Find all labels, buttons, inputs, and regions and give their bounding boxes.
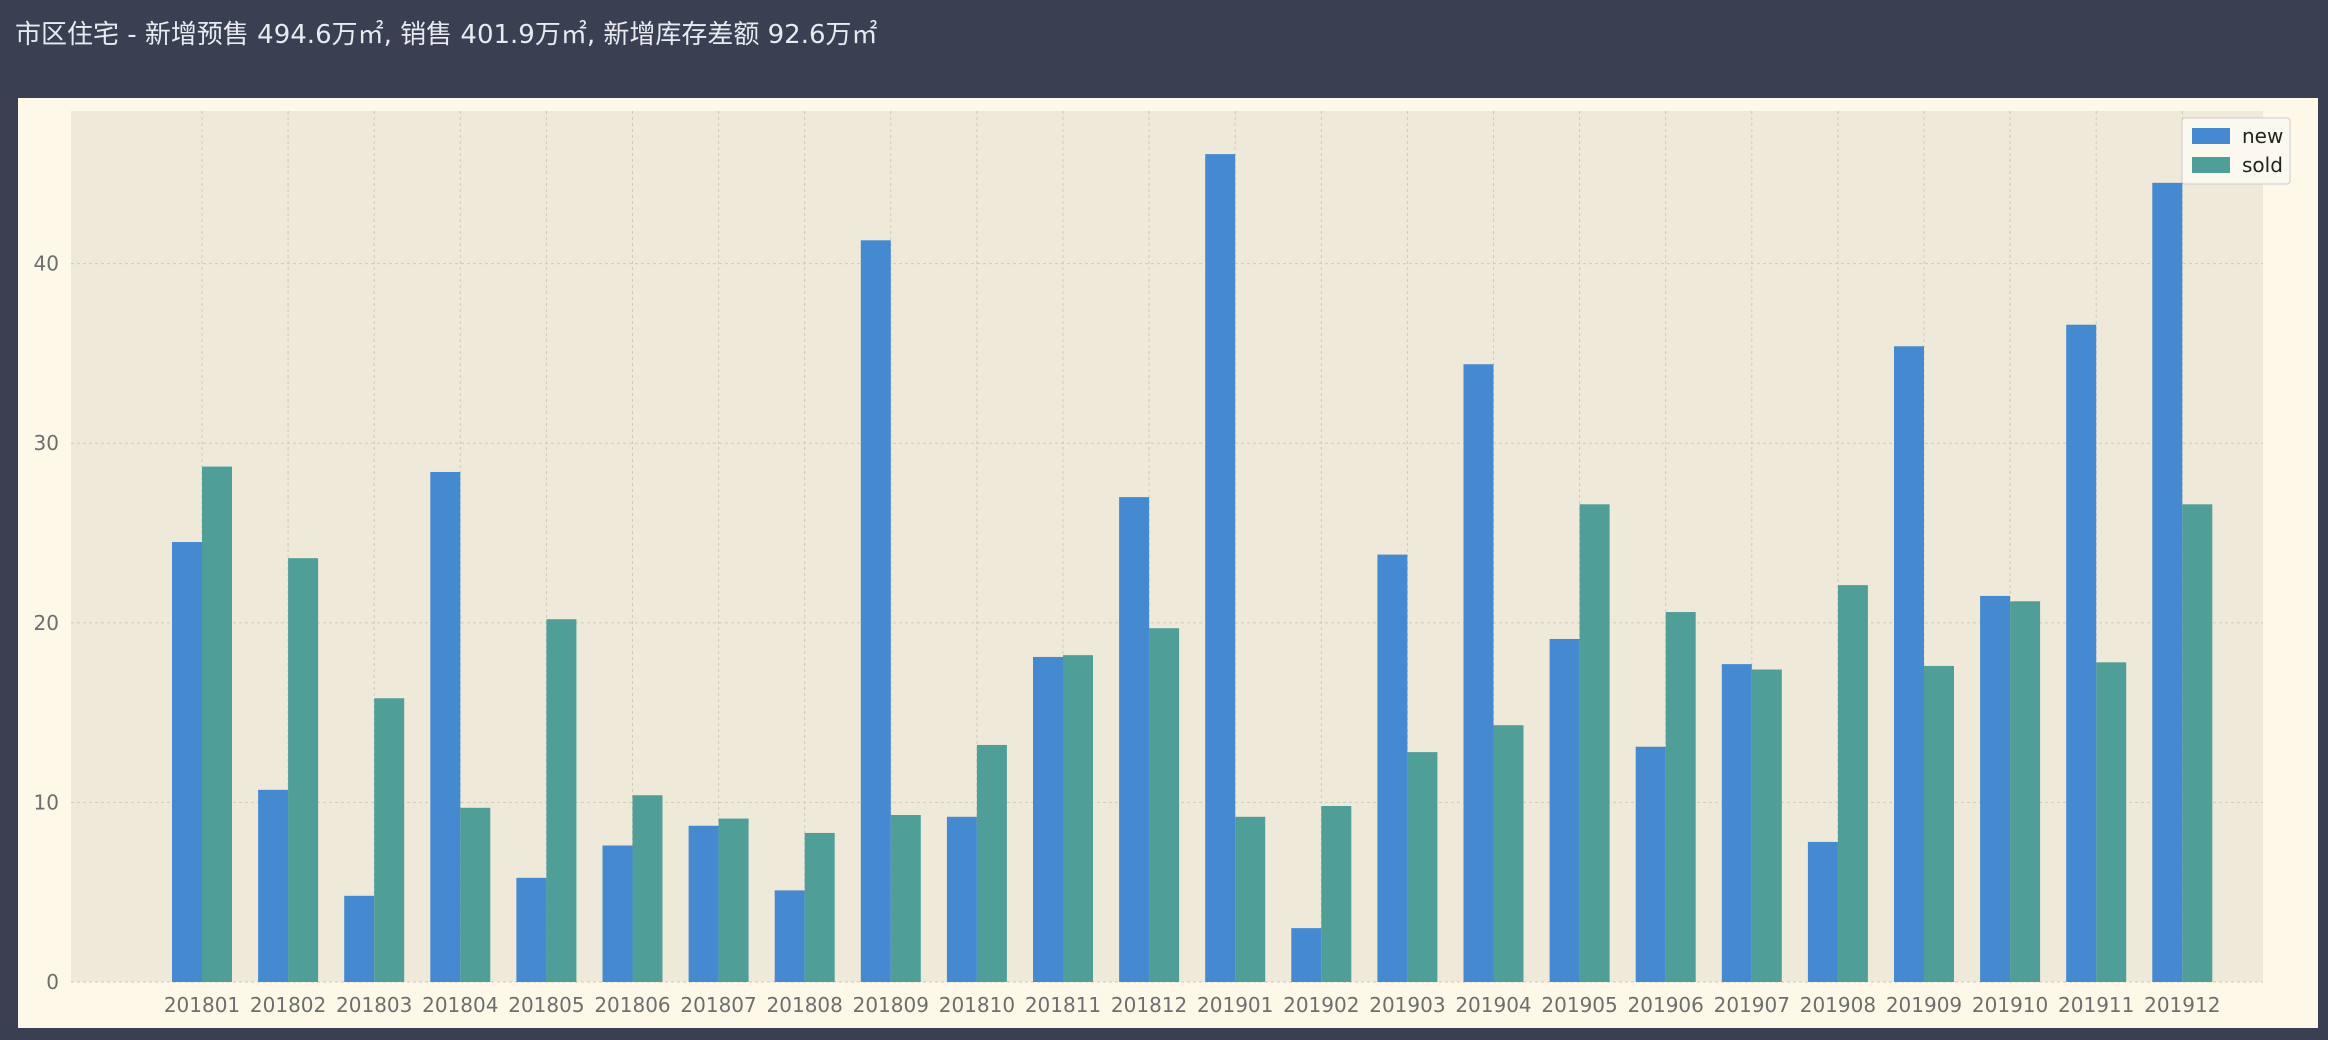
legend-swatch-sold <box>2192 157 2230 173</box>
legend: new sold <box>2181 117 2291 185</box>
bars-group <box>172 154 2213 983</box>
x-tick-label: 201908 <box>1800 993 1876 1017</box>
bar-sold <box>1665 612 1696 982</box>
legend-label-new: new <box>2242 124 2283 148</box>
bar-new <box>1463 364 1494 982</box>
x-tick-label: 201905 <box>1541 993 1617 1017</box>
bar-sold <box>1579 504 1610 982</box>
bar-new <box>2152 182 2183 982</box>
x-tick-label: 201809 <box>853 993 929 1017</box>
x-tick-label: 201810 <box>939 993 1015 1017</box>
x-tick-label: 201903 <box>1369 993 1445 1017</box>
bar-new <box>1119 497 1150 982</box>
bar-sold <box>718 818 749 982</box>
x-tick-label: 201804 <box>422 993 498 1017</box>
x-tick-label: 201902 <box>1283 993 1359 1017</box>
bar-new <box>1549 638 1580 982</box>
legend-label-sold: sold <box>2242 153 2283 177</box>
bar-sold <box>632 795 663 982</box>
bar-sold <box>1407 752 1438 982</box>
bar-sold <box>202 466 232 982</box>
x-tick-label: 201909 <box>1886 993 1962 1017</box>
bar-sold <box>1924 665 1954 982</box>
y-tick-label: 30 <box>34 431 59 455</box>
bar-new <box>774 890 805 982</box>
bar-sold <box>1063 655 1093 982</box>
bar-new <box>344 895 375 982</box>
x-tick-label: 201802 <box>250 993 326 1017</box>
bar-new <box>172 542 202 982</box>
x-tick-label: 201907 <box>1714 993 1790 1017</box>
chart-title: 市区住宅 - 新增预售 494.6万㎡, 销售 401.9万㎡, 新增库存差额 … <box>15 20 878 50</box>
bar-new <box>516 877 547 982</box>
bar-sold <box>804 832 835 982</box>
y-tick-label: 0 <box>46 970 59 994</box>
bar-chart: 201801 201802 201803 201804 201805 201806 2018… <box>34 111 2291 1017</box>
x-tick-label: 201912 <box>2144 993 2220 1017</box>
bar-new <box>1033 656 1063 982</box>
bar-sold <box>2096 662 2127 982</box>
bar-sold <box>460 807 491 982</box>
bar-new <box>688 825 719 982</box>
x-tick-label: 201806 <box>594 993 670 1017</box>
bar-new <box>860 240 891 982</box>
bar-new <box>2066 324 2097 982</box>
y-axis-ticks: 0 10 20 30 40 <box>34 252 59 994</box>
bar-sold <box>890 814 921 982</box>
bar-sold <box>2010 601 2041 982</box>
bar-sold <box>976 744 1007 982</box>
chart-panel: 201801 201802 201803 201804 201805 201806 2018… <box>18 98 2318 1028</box>
bar-sold <box>1149 628 1180 982</box>
x-tick-label: 201812 <box>1111 993 1187 1017</box>
x-tick-label: 201811 <box>1025 993 1101 1017</box>
bar-new <box>1377 554 1408 982</box>
bar-new <box>1205 154 1236 983</box>
y-tick-label: 10 <box>34 790 59 814</box>
bar-new <box>1807 841 1838 982</box>
bar-new <box>1980 595 2011 982</box>
bar-sold <box>1837 585 1868 982</box>
bar-new <box>946 816 977 982</box>
x-tick-label: 201911 <box>2058 993 2134 1017</box>
header-bar: 市区住宅 - 新增预售 494.6万㎡, 销售 401.9万㎡, 新增库存差额 … <box>0 0 2328 98</box>
x-tick-label: 201807 <box>680 993 756 1017</box>
x-tick-label: 201808 <box>767 993 843 1017</box>
legend-swatch-new <box>2192 128 2230 144</box>
bar-new <box>258 789 289 982</box>
bar-sold <box>1321 806 1352 982</box>
x-tick-label: 201805 <box>508 993 584 1017</box>
x-tick-label: 201901 <box>1197 993 1273 1017</box>
y-tick-label: 20 <box>34 611 59 635</box>
bar-sold <box>374 698 405 982</box>
x-tick-label: 201904 <box>1455 993 1531 1017</box>
bar-new <box>1635 746 1666 982</box>
bar-new <box>1894 346 1924 983</box>
bar-new <box>602 845 633 982</box>
bar-sold <box>2182 504 2213 982</box>
bar-sold <box>1235 816 1266 982</box>
bar-new <box>1721 664 1752 982</box>
bar-sold <box>288 558 319 982</box>
bar-new <box>1291 928 1322 982</box>
x-tick-label: 201910 <box>1972 993 2048 1017</box>
bar-sold <box>1493 725 1524 982</box>
x-tick-label: 201803 <box>336 993 412 1017</box>
x-tick-label: 201906 <box>1628 993 1704 1017</box>
bar-sold <box>546 619 577 982</box>
x-axis-ticks: 201801 201802 201803 201804 201805 201806 2018… <box>164 993 2221 1017</box>
bar-sold <box>1751 669 1782 982</box>
bar-new <box>430 471 461 982</box>
x-tick-label: 201801 <box>164 993 240 1017</box>
y-tick-label: 40 <box>34 252 59 276</box>
